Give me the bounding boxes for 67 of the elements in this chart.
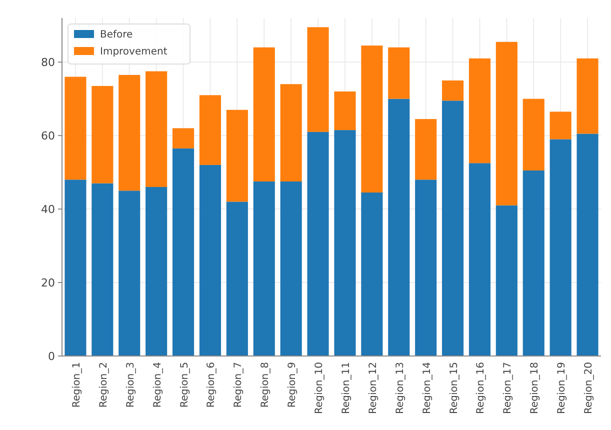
bar [442,80,464,101]
bar [522,170,544,356]
bar [92,86,114,184]
bar [334,130,356,356]
x-tick-label: Region_8 [260,362,272,408]
bar [550,139,572,356]
y-tick-label: 80 [41,56,55,69]
x-tick-label: Region_11 [340,362,352,414]
bar [172,128,194,148]
bar [576,134,598,356]
bar [64,180,86,356]
bar [253,181,275,356]
x-tick-label: Region_17 [502,362,514,414]
bar [146,71,168,187]
x-tick-label: Region_10 [314,362,326,414]
x-tick-label: Region_18 [530,362,541,414]
bar [146,187,168,356]
bar [576,58,598,134]
x-tick-label: Region_16 [476,362,487,414]
bar [280,181,302,356]
y-tick-label: 0 [48,350,55,363]
y-tick-label: 40 [41,202,55,216]
bar [92,183,114,356]
bar [496,205,518,356]
x-tick-label: Region_6 [206,362,218,408]
legend-label: Improvement [100,46,168,58]
legend-label: Before [100,30,133,40]
bar [199,95,222,165]
bar [253,47,275,182]
bar [172,148,194,356]
x-tick-label: Region_12 [368,362,379,414]
x-tick-label: Region_7 [233,362,244,408]
bar [496,42,518,206]
bar [361,192,383,356]
y-tick-label: 20 [41,276,55,290]
bar [442,100,464,356]
bar [388,98,410,356]
bar [415,180,437,356]
bar [226,110,248,202]
bar [468,58,491,164]
bar [226,202,248,356]
x-tick-label: Region_4 [152,362,164,408]
bar [334,91,356,130]
x-tick-label: Region_19 [556,362,568,414]
bar [199,164,222,356]
bar [307,27,329,132]
x-tick-label: Region_5 [179,362,190,408]
x-tick-label: Region_14 [422,362,433,414]
x-tick-label: Region_15 [448,362,460,414]
x-tick-label: Region_13 [394,362,406,414]
x-tick-label: Region_20 [584,362,595,414]
x-tick-label: Region_1 [71,362,82,408]
bar [64,76,86,180]
y-tick-label: 60 [41,129,55,142]
bar [550,112,572,140]
x-tick-label: Region_3 [125,362,136,408]
x-tick-label: Region_9 [287,362,298,408]
bar [388,47,410,99]
bar [468,163,491,356]
bar [307,132,329,356]
bar [118,190,140,356]
bar [415,119,437,180]
x-tick-label: Region_2 [98,362,110,408]
bar [361,46,383,193]
bar [522,98,544,170]
bar [118,74,140,191]
bar [280,84,302,182]
